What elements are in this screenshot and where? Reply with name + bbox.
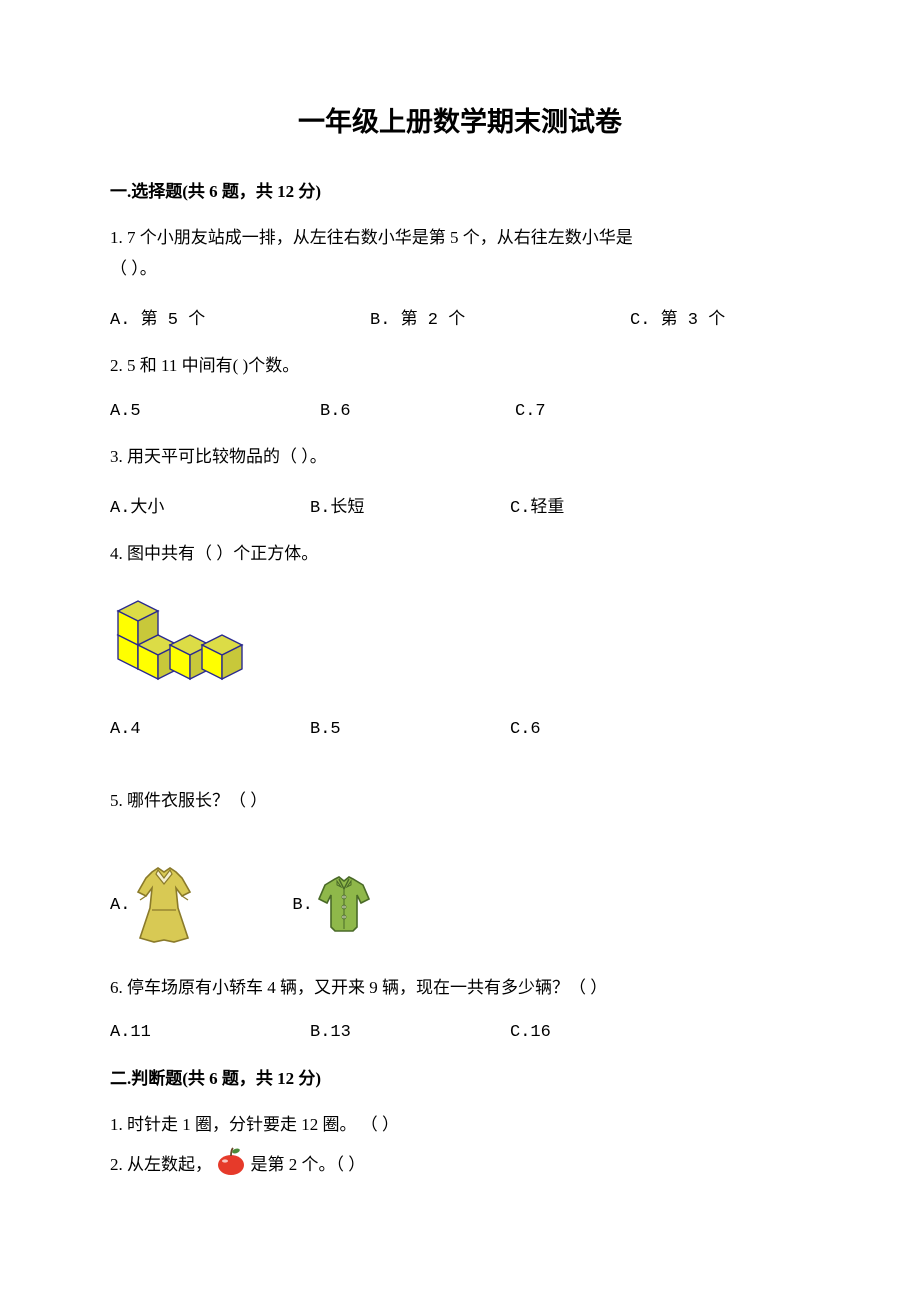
q4-opt-a: A.4 — [110, 720, 310, 739]
section2-header: 二.判断题(共 6 题，共 12 分) — [110, 1064, 810, 1089]
q2-opt-c: C.7 — [515, 402, 546, 421]
page-title: 一年级上册数学期末测试卷 — [110, 100, 810, 139]
q6-opt-c: C.16 — [510, 1023, 551, 1042]
q3-options: A.大小 B.长短 C.轻重 — [110, 492, 810, 518]
apple-icon — [214, 1146, 248, 1186]
q1-options: A. 第 5 个 B. 第 2 个 C. 第 3 个 — [110, 304, 810, 330]
q5-text: 5. 哪件衣服长？（ ） — [110, 787, 810, 814]
q3-text: 3. 用天平可比较物品的（ ）。 — [110, 443, 810, 470]
q4-text: 4. 图中共有（ ）个正方体。 — [110, 540, 810, 567]
q1-opt-a: A. 第 5 个 — [110, 304, 370, 330]
q2-text: 2. 5 和 11 中间有( )个数。 — [110, 352, 810, 379]
q3-opt-c: C.轻重 — [510, 492, 564, 518]
q4-opt-c: C.6 — [510, 720, 541, 739]
q2-opt-b: B.6 — [320, 402, 515, 421]
q6-opt-a: A.11 — [110, 1023, 310, 1042]
q3-opt-b: B.长短 — [310, 492, 510, 518]
dress-icon — [132, 866, 197, 944]
shirt-icon — [315, 875, 373, 935]
q6-options: A.11 B.13 C.16 — [110, 1023, 810, 1042]
q5-opt-a: A. — [110, 866, 292, 944]
q6-opt-b: B.13 — [310, 1023, 510, 1042]
q5-opt-b: B. — [292, 875, 372, 935]
q5-options: A. B. — [110, 866, 810, 944]
q4-opt-b: B.5 — [310, 720, 510, 739]
q2-options: A.5 B.6 C.7 — [110, 402, 810, 421]
section1-header: 一.选择题(共 6 题，共 12 分) — [110, 177, 810, 202]
q1-opt-b: B. 第 2 个 — [370, 304, 630, 330]
q4-options: A.4 B.5 C.6 — [110, 720, 810, 739]
judge-q1: 1. 时针走 1 圈，分针要走 12 圈。 （ ） — [110, 1111, 810, 1140]
q1-text: 1. 7 个小朋友站成一排，从左往右数小华是第 5 个，从右往左数小华是 — [110, 224, 810, 251]
q6-text: 6. 停车场原有小轿车 4 辆，又开来 9 辆，现在一共有多少辆？（ ） — [110, 974, 810, 1001]
q1-opt-c: C. 第 3 个 — [630, 304, 725, 330]
cubes-figure — [110, 597, 255, 687]
q2-opt-a: A.5 — [110, 402, 320, 421]
q1-text2: （ ）。 — [110, 255, 810, 282]
judge-q2: 2. 从左数起， 是第 2 个。（ ） — [110, 1146, 810, 1186]
q3-opt-a: A.大小 — [110, 492, 310, 518]
